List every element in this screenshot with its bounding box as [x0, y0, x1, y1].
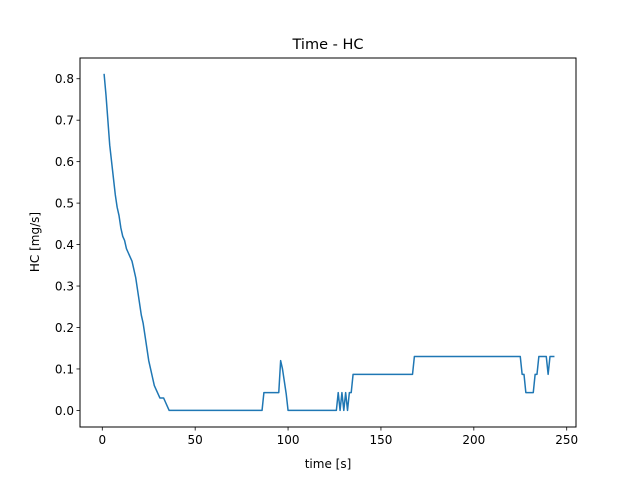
x-tick-label: 50 — [188, 433, 203, 447]
y-tick-label: 0.1 — [55, 362, 74, 376]
y-axis-label: HC [mg/s] — [28, 212, 42, 272]
series-line-0 — [103, 73, 555, 412]
y-tick-label: 0.0 — [55, 404, 74, 418]
axes-frame — [79, 57, 577, 428]
x-tick-label: 150 — [369, 433, 392, 447]
y-tick-label: 0.3 — [55, 280, 74, 294]
y-tick-label: 0.8 — [55, 72, 74, 86]
x-tick-label: 100 — [277, 433, 300, 447]
plot-area: 0 50 100 150 200 250 0.0 0.1 0.2 0.3 0.4 0.5 0.6 0.7 0… — [55, 72, 578, 447]
chart-title: Time - HC — [292, 37, 364, 53]
x-axis-label: time [s] — [305, 457, 352, 471]
y-tick-label: 0.2 — [55, 321, 74, 335]
x-tick-label: 250 — [555, 433, 578, 447]
x-tick-label: 0 — [98, 433, 106, 447]
y-tick-label: 0.5 — [55, 197, 74, 211]
x-tick-label: 200 — [462, 433, 485, 447]
y-tick-label: 0.6 — [55, 155, 74, 169]
y-tick-label: 0.4 — [55, 238, 74, 252]
y-tick-label: 0.7 — [55, 114, 74, 128]
